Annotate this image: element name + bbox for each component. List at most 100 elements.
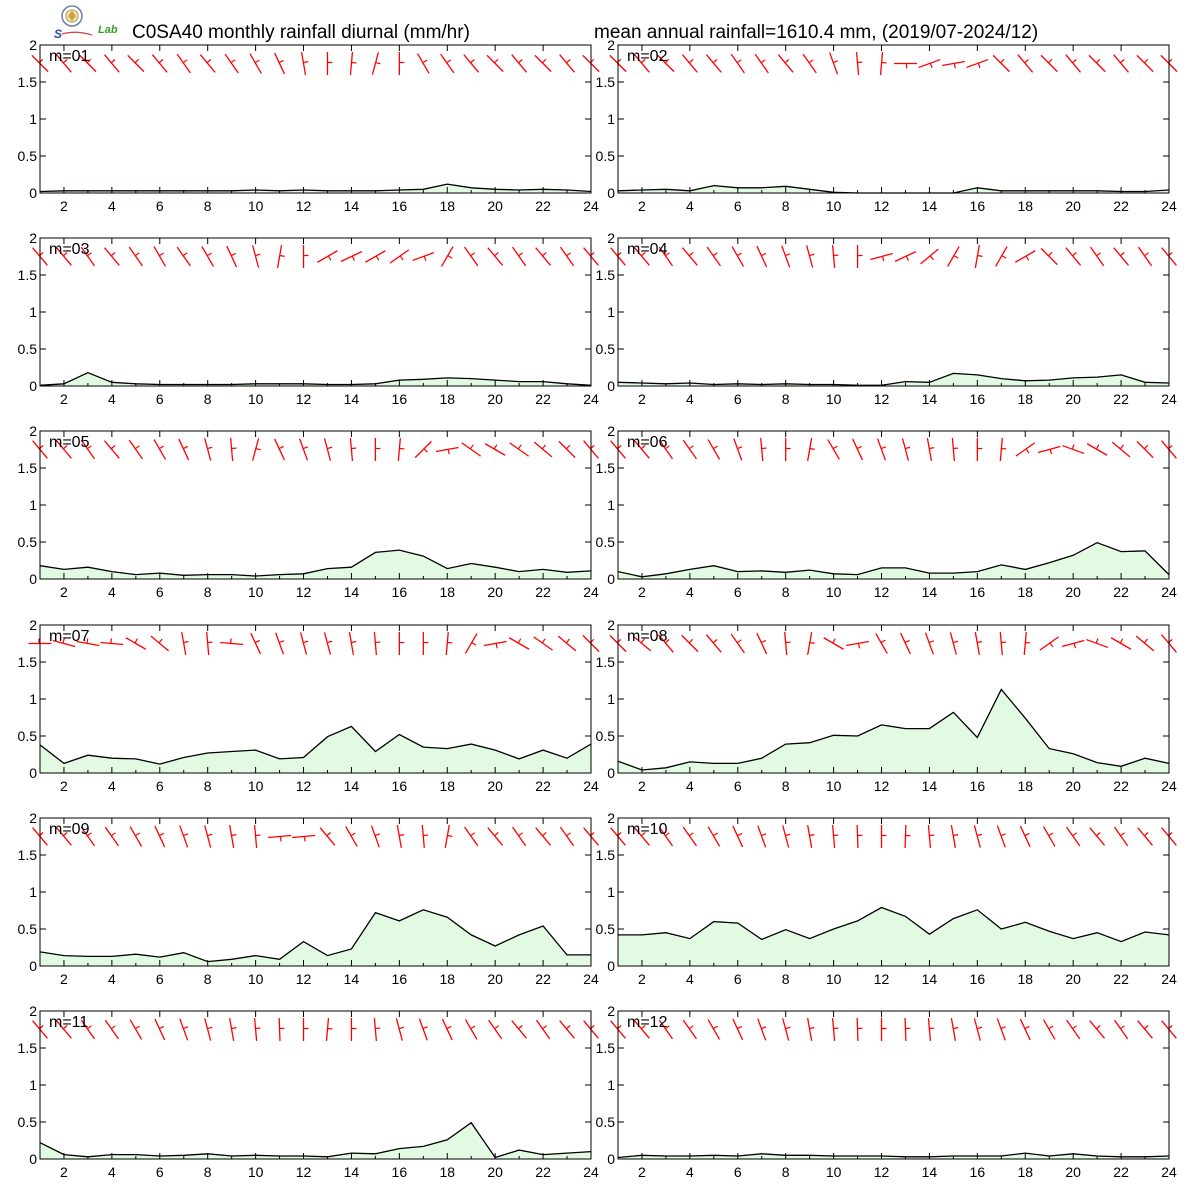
y-tick-label: 2 [607, 37, 615, 53]
x-tick-label: 2 [60, 971, 68, 987]
panel-label: m=10 [627, 821, 668, 838]
wind-barb-m=09-h15 [370, 825, 380, 848]
wind-barb-m=09-h18 [444, 825, 453, 848]
wind-barb-m=09-h7 [179, 825, 189, 848]
wind-barb-m=10-h9 [807, 825, 815, 848]
y-tick-label: 2 [29, 1003, 37, 1019]
x-tick-label: 10 [248, 584, 264, 600]
x-tick-label: 24 [583, 1164, 599, 1180]
wind-barb-m=06-h9 [807, 438, 815, 461]
wind-barb-m=07-h15 [373, 631, 381, 656]
wind-barb-m=12-h13 [904, 1017, 911, 1042]
x-tick-label: 4 [686, 971, 694, 987]
wind-barb-m=05-h16 [397, 437, 405, 462]
wind-barb-m=12-h16 [973, 1018, 983, 1041]
y-tick-label: 1 [607, 111, 615, 127]
wind-barb-m=02-h3 [657, 54, 675, 73]
wind-barb-m=03-h13 [317, 250, 338, 263]
wind-barb-m=05-h9 [230, 437, 237, 462]
svg-text:S: S [54, 27, 62, 41]
wind-barb-m=05-h23 [558, 440, 576, 459]
wind-barb-m=10-h2 [634, 827, 650, 846]
wind-barb-m=02-h13 [893, 62, 917, 69]
x-tick-label: 4 [686, 584, 694, 600]
wind-barb-m=01-h17 [416, 53, 430, 74]
wind-barb-m=03-h23 [559, 246, 575, 267]
rain-line-m=08 [617, 688, 1170, 771]
x-tick-label: 6 [156, 778, 164, 794]
y-tick-label: 2 [607, 423, 615, 439]
wind-barb-m=01-h18 [440, 53, 455, 74]
x-tick-label: 10 [248, 971, 264, 987]
wind-barb-m=10-h14 [927, 824, 935, 849]
x-tick-label: 16 [970, 778, 986, 794]
x-tick-label: 2 [638, 391, 646, 407]
y-tick-label: 1.5 [596, 1040, 616, 1056]
wind-barb-m=07-h12 [299, 632, 309, 655]
x-tick-label: 20 [487, 778, 503, 794]
y-tick-label: 2 [29, 617, 37, 633]
wind-barb-m=04-h17 [994, 246, 1008, 267]
panel-grid: 00.511.522 4 6 8 10 12 14 16 18 20 22 24m=0100.511.… [18, 37, 1178, 1180]
wind-barb-m=12-h21 [1089, 1020, 1106, 1039]
wind-barb-m=08-h19 [1039, 636, 1060, 651]
x-tick-label: 18 [1017, 584, 1033, 600]
wind-barb-m=04-h4 [681, 247, 698, 266]
x-tick-label: 22 [1113, 391, 1129, 407]
wind-barb-m=05-h5 [128, 439, 143, 460]
wind-barb-m=06-h10 [827, 439, 840, 460]
x-tick-label: 6 [734, 584, 742, 600]
x-tick-label: 22 [535, 778, 551, 794]
y-tick-label: 1.5 [596, 74, 616, 90]
wind-barb-m=06-h2 [634, 440, 650, 459]
wind-barb-m=01-h16 [398, 52, 405, 75]
panel-m=05: 00.511.522 4 6 8 10 12 14 16 18 20 22 24m=05 [18, 423, 599, 600]
wind-barb-m=08-h6 [730, 633, 745, 654]
wind-barb-m=09-h16 [396, 825, 405, 848]
wind-barb-m=11-h11 [278, 1017, 285, 1042]
wind-barb-m=07-h11 [275, 632, 285, 655]
x-tick-label: 2 [638, 198, 646, 214]
x-tick-label: 22 [1113, 971, 1129, 987]
wind-barb-m=04-h19 [1040, 247, 1058, 266]
rain-area-m=11 [40, 1122, 591, 1159]
x-tick-label: 12 [874, 1164, 890, 1180]
wind-barb-m=12-h5 [707, 1019, 721, 1040]
y-tick-label: 2 [29, 423, 37, 439]
x-tick-label: 24 [1161, 198, 1177, 214]
wind-barb-m=03-h6 [153, 246, 167, 267]
wind-barb-m=08-h3 [658, 634, 674, 653]
wind-barb-m=12-h22 [1113, 1019, 1129, 1040]
y-tick-label: 1 [29, 497, 37, 513]
x-tick-label: 16 [970, 1164, 986, 1180]
wind-barb-m=03-h17 [412, 251, 435, 262]
x-tick-label: 18 [439, 198, 455, 214]
panel-m=01: 00.511.522 4 6 8 10 12 14 16 18 20 22 24m=01 [18, 37, 600, 214]
x-tick-label: 12 [296, 391, 312, 407]
y-tick-label: 0.5 [18, 341, 38, 357]
y-tick-label: 1 [607, 497, 615, 513]
x-tick-label: 8 [204, 391, 212, 407]
y-tick-label: 0.5 [596, 148, 616, 164]
wind-barb-m=05-h8 [204, 438, 213, 461]
y-tick-label: 0.5 [18, 921, 38, 937]
wind-barb-m=06-h14 [926, 438, 935, 461]
y-tick-label: 1 [29, 884, 37, 900]
wind-barb-m=06-h21 [1086, 443, 1108, 456]
panel-label: m=07 [49, 628, 90, 645]
wind-barb-m=02-h6 [730, 53, 745, 74]
wind-barb-m=09-h19 [464, 826, 479, 847]
wind-barb-m=11-h2 [56, 1020, 72, 1039]
wind-barb-m=05-h15 [374, 438, 381, 461]
y-tick-label: 1 [607, 304, 615, 320]
wind-barb-m=02-h11 [855, 51, 863, 76]
rain-line-m=05 [39, 549, 592, 577]
y-tick-label: 1 [29, 304, 37, 320]
x-tick-label: 6 [734, 391, 742, 407]
y-tick-label: 0 [607, 185, 615, 201]
wind-barb-m=09-h23 [559, 826, 575, 847]
wind-barb-m=07-h21 [508, 637, 530, 650]
panel-m=08: 00.511.522 4 6 8 10 12 14 16 18 20 22 24m=08 [596, 617, 1177, 794]
x-tick-label: 24 [1161, 391, 1177, 407]
wind-barb-m=01-h9 [224, 53, 239, 74]
